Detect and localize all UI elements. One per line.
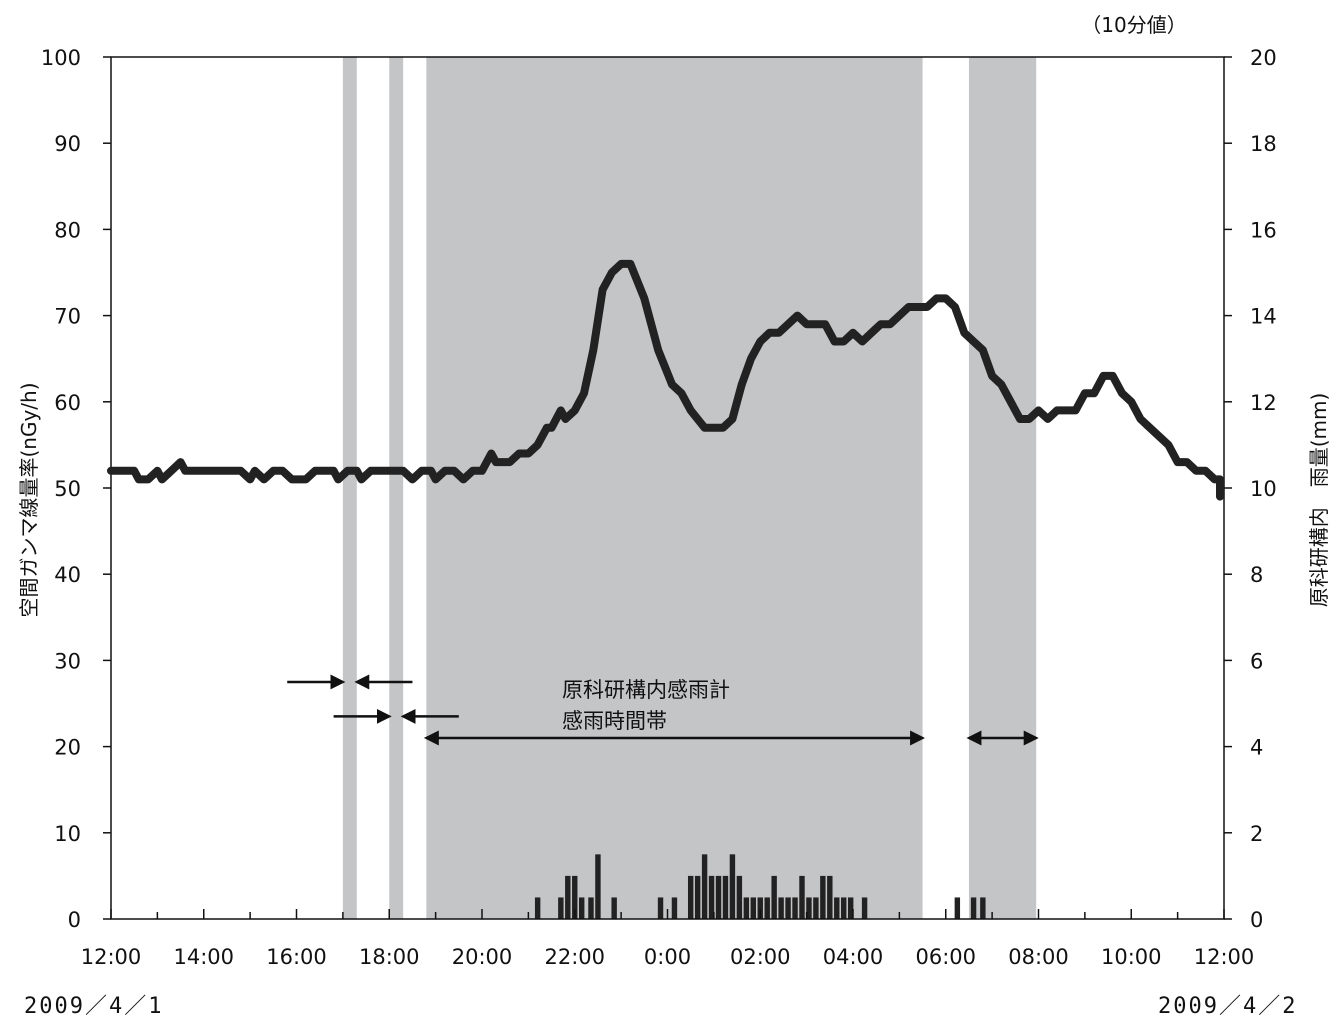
right-tick-label: 12 bbox=[1250, 391, 1277, 415]
x-tick-label: 0:00 bbox=[644, 945, 691, 969]
axis-ticks: 0 10 20 30 40 50 60 70 80 90 100 0 2 4 6 8 10 12 14 16 18 20 1… bbox=[41, 46, 1277, 969]
rainfall-bar bbox=[572, 875, 578, 919]
left-tick-label: 10 bbox=[54, 822, 81, 846]
rainfall-bar bbox=[861, 897, 868, 919]
date-end: 2009／4／2 bbox=[1158, 994, 1298, 1019]
x-tick-label: 16:00 bbox=[266, 945, 327, 969]
x-tick-label: 06:00 bbox=[915, 945, 976, 969]
left-tick-label: 60 bbox=[54, 391, 81, 415]
annotation-line-1: 原科研構内感雨計 bbox=[562, 678, 730, 702]
right-tick-label: 20 bbox=[1250, 46, 1277, 70]
x-tick-label: 18:00 bbox=[359, 945, 420, 969]
rainfall-bars bbox=[534, 854, 986, 919]
rainfall-bar bbox=[715, 875, 722, 919]
right-axis-title: 原科研構内 雨量(mm) bbox=[1307, 393, 1331, 608]
rainfall-bar bbox=[750, 897, 756, 919]
rainfall-bar bbox=[671, 897, 678, 919]
x-tick-label: 02:00 bbox=[730, 945, 791, 969]
rain-period-band bbox=[426, 57, 923, 919]
right-tick-label: 0 bbox=[1250, 908, 1263, 932]
rainfall-bar bbox=[558, 897, 564, 919]
rainfall-bar bbox=[834, 897, 840, 919]
rainfall-bar bbox=[595, 854, 601, 919]
rainfall-bar bbox=[771, 875, 777, 919]
right-tick-label: 14 bbox=[1250, 305, 1277, 329]
x-tick-label: 12:00 bbox=[1194, 945, 1255, 969]
left-tick-label: 90 bbox=[54, 132, 81, 156]
left-tick-label: 100 bbox=[41, 46, 81, 70]
left-tick-label: 70 bbox=[54, 305, 81, 329]
rainfall-bar bbox=[820, 875, 826, 919]
left-tick-label: 0 bbox=[68, 908, 81, 932]
rain-period-band bbox=[389, 57, 404, 919]
rainfall-bar bbox=[785, 897, 791, 919]
left-tick-label: 80 bbox=[54, 218, 81, 242]
right-tick-label: 6 bbox=[1250, 649, 1263, 673]
rainfall-bar bbox=[970, 897, 977, 919]
unit-note: （10分値） bbox=[1081, 13, 1186, 37]
x-tick-label: 12:00 bbox=[81, 945, 142, 969]
rain-period-band bbox=[968, 57, 1037, 919]
rainfall-bar bbox=[778, 897, 784, 919]
x-tick-label: 10:00 bbox=[1101, 945, 1162, 969]
right-tick-label: 18 bbox=[1250, 132, 1277, 156]
rain-period-band bbox=[342, 57, 357, 919]
rainfall-bar bbox=[743, 897, 750, 919]
rainfall-bar bbox=[847, 897, 854, 919]
rainfall-bar bbox=[813, 897, 819, 919]
left-axis-title: 空間ガンマ線量率(nGy/h) bbox=[17, 382, 41, 617]
rainfall-bar bbox=[729, 854, 736, 919]
rainfall-bar bbox=[841, 897, 847, 919]
rainfall-bar bbox=[588, 897, 594, 919]
rainfall-bar bbox=[980, 897, 986, 919]
rainfall-bar bbox=[722, 875, 729, 919]
rainfall-bar bbox=[611, 897, 617, 919]
rainfall-bar bbox=[792, 897, 798, 919]
x-tick-label: 08:00 bbox=[1008, 945, 1069, 969]
rain-sensing-shading bbox=[342, 57, 1037, 919]
rainfall-bar bbox=[579, 897, 585, 919]
rainfall-bar bbox=[687, 875, 694, 919]
right-tick-label: 16 bbox=[1250, 218, 1277, 242]
rainfall-bar bbox=[694, 875, 701, 919]
x-tick-label: 22:00 bbox=[544, 945, 605, 969]
left-tick-label: 40 bbox=[54, 563, 81, 587]
rainfall-bar bbox=[757, 897, 763, 919]
rainfall-bar bbox=[764, 897, 770, 919]
rainfall-bar bbox=[954, 897, 961, 919]
rainfall-bar bbox=[701, 854, 708, 919]
right-tick-label: 10 bbox=[1250, 477, 1277, 501]
gamma-dose-rate-line bbox=[107, 259, 1224, 501]
left-tick-label: 50 bbox=[54, 477, 81, 501]
x-tick-label: 04:00 bbox=[823, 945, 884, 969]
rainfall-bar bbox=[708, 875, 715, 919]
left-tick-label: 30 bbox=[54, 649, 81, 673]
annotation-arrows bbox=[287, 674, 1039, 746]
x-tick-label: 14:00 bbox=[173, 945, 234, 969]
rainfall-bar bbox=[736, 875, 743, 919]
x-tick-label: 20:00 bbox=[452, 945, 513, 969]
rainfall-bar bbox=[827, 875, 833, 919]
right-tick-label: 8 bbox=[1250, 563, 1263, 587]
rainfall-bar bbox=[806, 897, 812, 919]
left-tick-label: 20 bbox=[54, 736, 81, 760]
date-start: 2009／4／1 bbox=[24, 994, 164, 1019]
rainfall-bar bbox=[565, 875, 571, 919]
rainfall-bar bbox=[799, 875, 805, 919]
annotation-line-2: 感雨時間帯 bbox=[562, 709, 667, 733]
rainfall-bar bbox=[657, 897, 664, 919]
right-tick-label: 2 bbox=[1250, 822, 1263, 846]
right-tick-label: 4 bbox=[1250, 736, 1263, 760]
rainfall-bar bbox=[534, 897, 541, 919]
